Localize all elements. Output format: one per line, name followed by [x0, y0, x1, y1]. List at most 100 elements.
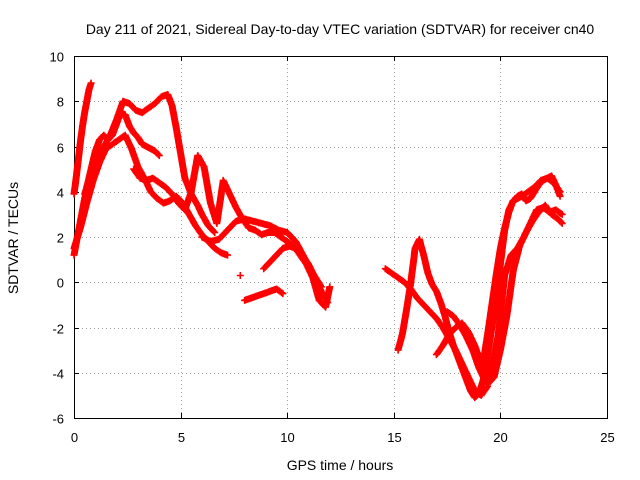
- data-point: [435, 353, 438, 356]
- data-point: [390, 272, 393, 275]
- data-point: [523, 236, 525, 238]
- data-point: [222, 179, 225, 182]
- x-tick-label: 25: [600, 430, 614, 445]
- data-point: [250, 297, 252, 299]
- data-point: [499, 349, 502, 351]
- x-tick-label: 15: [387, 430, 401, 445]
- y-tick-label: 4: [57, 186, 64, 201]
- data-point: [527, 190, 529, 193]
- data-point: [461, 367, 463, 370]
- data-point: [147, 107, 150, 109]
- chart-title: Day 211 of 2021, Sidereal Day-to-day VTE…: [86, 21, 595, 37]
- data-point: [90, 82, 92, 84]
- data-point: [79, 141, 82, 143]
- data-point: [561, 222, 564, 225]
- data-point: [441, 326, 444, 329]
- data-point: [548, 211, 551, 214]
- data-point: [207, 224, 210, 227]
- data-point: [228, 193, 231, 195]
- data-point: [314, 276, 316, 279]
- data-point: [184, 209, 186, 211]
- data-point: [427, 272, 429, 275]
- data-point: [318, 299, 321, 302]
- data-point: [83, 111, 86, 114]
- data-point: [75, 177, 77, 180]
- data-point: [203, 166, 206, 168]
- data-point: [273, 231, 276, 234]
- data-point: [243, 299, 246, 302]
- series-sat-m: [443, 204, 566, 386]
- series-sat-d: [81, 91, 219, 236]
- data-point: [184, 177, 186, 180]
- data-point: [439, 301, 442, 304]
- data-point: [495, 274, 497, 277]
- data-point: [533, 190, 536, 193]
- data-point: [422, 304, 425, 306]
- data-point: [98, 161, 101, 164]
- data-point: [235, 206, 237, 209]
- data-point: [156, 197, 159, 200]
- data-point: [525, 199, 527, 202]
- data-point: [275, 254, 278, 256]
- data-point: [410, 281, 412, 284]
- data-point: [162, 202, 165, 205]
- data-point: [469, 390, 472, 392]
- data-point: [88, 89, 90, 91]
- data-point: [175, 127, 178, 130]
- data-point: [471, 349, 474, 351]
- data-point: [190, 190, 193, 193]
- data-point: [98, 138, 101, 141]
- data-point: [90, 172, 92, 175]
- data-point: [429, 310, 431, 313]
- data-point: [188, 213, 191, 216]
- data-point: [516, 195, 519, 198]
- data-point: [441, 344, 444, 347]
- data-point: [239, 274, 242, 277]
- data-point: [85, 202, 88, 205]
- data-point: [431, 283, 434, 286]
- data-point: [260, 233, 263, 236]
- data-point: [134, 109, 137, 112]
- data-point: [542, 179, 544, 182]
- data-point: [269, 224, 271, 227]
- data-point: [132, 168, 135, 171]
- data-point: [503, 274, 506, 277]
- data-point: [81, 125, 84, 127]
- data-point: [414, 247, 416, 250]
- data-point: [201, 213, 203, 216]
- data-point: [307, 263, 310, 265]
- data-point: [128, 102, 131, 105]
- data-point: [550, 175, 553, 177]
- y-tick-label: -4: [52, 367, 64, 382]
- data-point: [493, 376, 495, 379]
- data-point: [169, 199, 171, 202]
- data-point: [196, 154, 199, 157]
- data-point: [459, 324, 461, 327]
- data-point: [422, 254, 425, 256]
- data-point: [508, 211, 510, 214]
- data-point: [243, 218, 246, 220]
- data-point: [141, 143, 144, 146]
- data-point: [473, 344, 476, 347]
- x-tick-label: 5: [178, 430, 185, 445]
- data-point: [235, 220, 237, 223]
- data-point: [452, 344, 455, 347]
- data-point: [529, 197, 532, 200]
- data-point: [164, 186, 167, 189]
- data-point: [137, 166, 139, 168]
- data-point: [535, 209, 538, 211]
- data-point: [473, 396, 476, 399]
- data-point: [444, 315, 446, 318]
- data-point: [158, 154, 161, 157]
- data-point: [171, 104, 174, 107]
- data-point: [275, 288, 278, 290]
- data-point: [115, 118, 118, 121]
- data-point: [482, 360, 485, 363]
- series-sat-h: [260, 242, 332, 307]
- data-point: [130, 147, 133, 150]
- data-point: [554, 209, 557, 211]
- data-point: [486, 333, 489, 336]
- x-tick-label: 10: [280, 430, 294, 445]
- data-point: [326, 301, 329, 304]
